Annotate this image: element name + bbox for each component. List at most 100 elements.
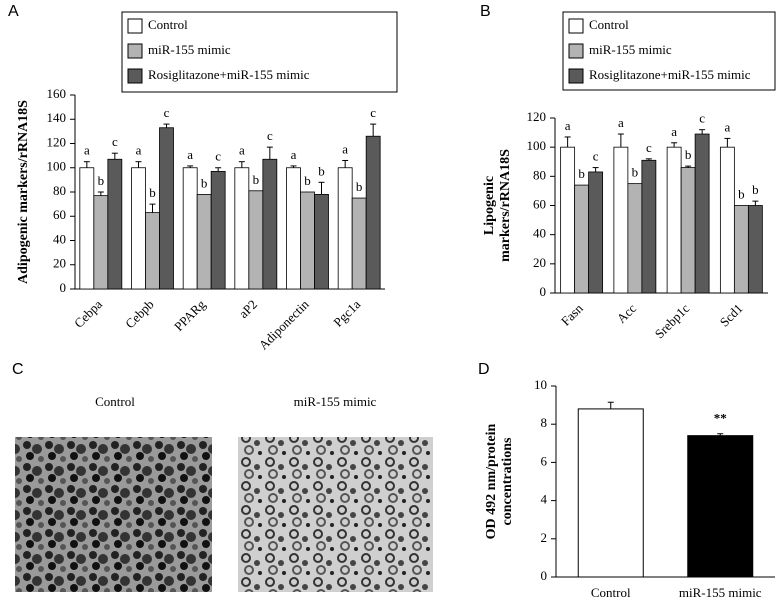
significance-letter: c	[699, 111, 705, 126]
bar	[159, 127, 174, 290]
x-tick-label: Pgc1a	[330, 296, 363, 329]
y-tick-label: 60	[533, 196, 546, 211]
legend-label: miR-155 mimic	[589, 42, 672, 57]
y-axis-label: markers/rRNA18S	[498, 149, 513, 262]
image-caption: miR-155 mimic	[294, 394, 377, 409]
x-tick-label: Adiponectin	[256, 296, 312, 352]
bar	[733, 205, 749, 294]
bar	[145, 212, 160, 290]
legend-box	[562, 11, 776, 91]
significance-letter: b	[685, 147, 692, 162]
bar	[210, 170, 226, 290]
legend-swatch	[568, 43, 584, 59]
legend-swatch	[127, 43, 143, 59]
significance-letter: a	[291, 147, 297, 162]
bar	[627, 183, 643, 294]
bar	[680, 167, 696, 294]
legend-box	[121, 11, 398, 93]
panel-letter: B	[480, 3, 491, 20]
bar	[286, 167, 301, 290]
micrograph	[238, 437, 433, 592]
bar	[93, 195, 109, 290]
significance-letter: c	[370, 105, 376, 120]
x-tick-label: PPARg	[171, 296, 209, 334]
significance-letter: c	[112, 134, 118, 149]
bar	[641, 159, 657, 294]
bar	[666, 146, 682, 294]
x-tick-label: Cebpb	[122, 297, 157, 332]
legend-label: Rosiglitazone+miR-155 mimic	[148, 67, 310, 82]
y-tick-label: 0	[60, 280, 67, 295]
y-tick-label: 100	[527, 138, 547, 153]
significance-letter: a	[618, 115, 624, 130]
legend-swatch	[568, 18, 584, 34]
legend-swatch	[127, 18, 143, 34]
significance-letter: a	[671, 124, 677, 139]
legend-label: Control	[589, 17, 629, 32]
x-tick-label: Scd1	[717, 301, 746, 330]
significance-letter: a	[342, 141, 348, 156]
y-axis-label: Adipogenic markers/rRNA18S	[16, 100, 31, 284]
significance-letter: a	[239, 143, 245, 158]
legend-label: Rosiglitazone+miR-155 mimic	[589, 67, 751, 82]
bar	[577, 408, 644, 578]
panel-letter: D	[478, 361, 490, 378]
significance-letter: c	[593, 149, 599, 164]
y-tick-label: 140	[47, 110, 67, 125]
y-axis-label: concentrations	[500, 437, 515, 525]
bar	[560, 146, 576, 294]
y-tick-label: 10	[534, 377, 547, 392]
legend-swatch	[568, 68, 584, 84]
x-tick-label: Cebpa	[71, 296, 105, 330]
significance-letter: b	[253, 172, 260, 187]
significance-letter: a	[136, 143, 142, 158]
significance-letter: b	[752, 182, 759, 197]
significance-letter: b	[304, 173, 311, 188]
y-tick-label: 160	[47, 86, 67, 101]
y-tick-label: 80	[53, 183, 66, 198]
legend-swatch	[127, 68, 143, 84]
bar	[248, 190, 264, 290]
significance-letter: a	[187, 147, 193, 162]
legend-label: Control	[148, 17, 188, 32]
y-tick-label: 40	[533, 226, 546, 241]
y-tick-label: 4	[541, 492, 548, 507]
significance-letter: b	[149, 185, 156, 200]
significance-letter: b	[201, 175, 208, 190]
significance-letter: b	[98, 173, 105, 188]
significance-letter: b	[738, 186, 745, 201]
bar	[687, 435, 754, 578]
bar	[196, 194, 212, 290]
y-tick-label: 6	[541, 453, 548, 468]
bar	[613, 146, 629, 294]
significance-letter: b	[356, 179, 363, 194]
bar	[314, 194, 329, 290]
significance-letter: b	[632, 165, 639, 180]
x-tick-label: miR-155 mimic	[679, 585, 762, 600]
significance-letter: c	[164, 105, 170, 120]
y-axis-label: Lipogenic	[482, 176, 497, 235]
bar	[107, 158, 123, 290]
y-tick-label: 80	[533, 167, 546, 182]
y-axis-label: OD 492 nm/protein	[484, 423, 499, 539]
x-tick-label: Srebp1c	[652, 300, 693, 341]
panel-letter: C	[12, 361, 24, 378]
bar	[131, 167, 146, 290]
bar	[719, 146, 735, 294]
significance-letter: a	[565, 118, 571, 133]
bar	[79, 167, 95, 290]
bar	[574, 184, 590, 294]
x-tick-label: Control	[591, 585, 631, 600]
y-tick-label: 0	[540, 284, 547, 299]
micrograph	[15, 437, 212, 592]
bar	[351, 197, 367, 290]
y-tick-label: 60	[53, 207, 66, 222]
image-caption: Control	[95, 394, 135, 409]
x-tick-label: aP2	[236, 297, 260, 321]
bar	[365, 135, 381, 290]
bar	[262, 158, 278, 290]
significance-letter: c	[215, 149, 221, 164]
significance-letter: a	[724, 119, 730, 134]
bar	[588, 171, 604, 294]
